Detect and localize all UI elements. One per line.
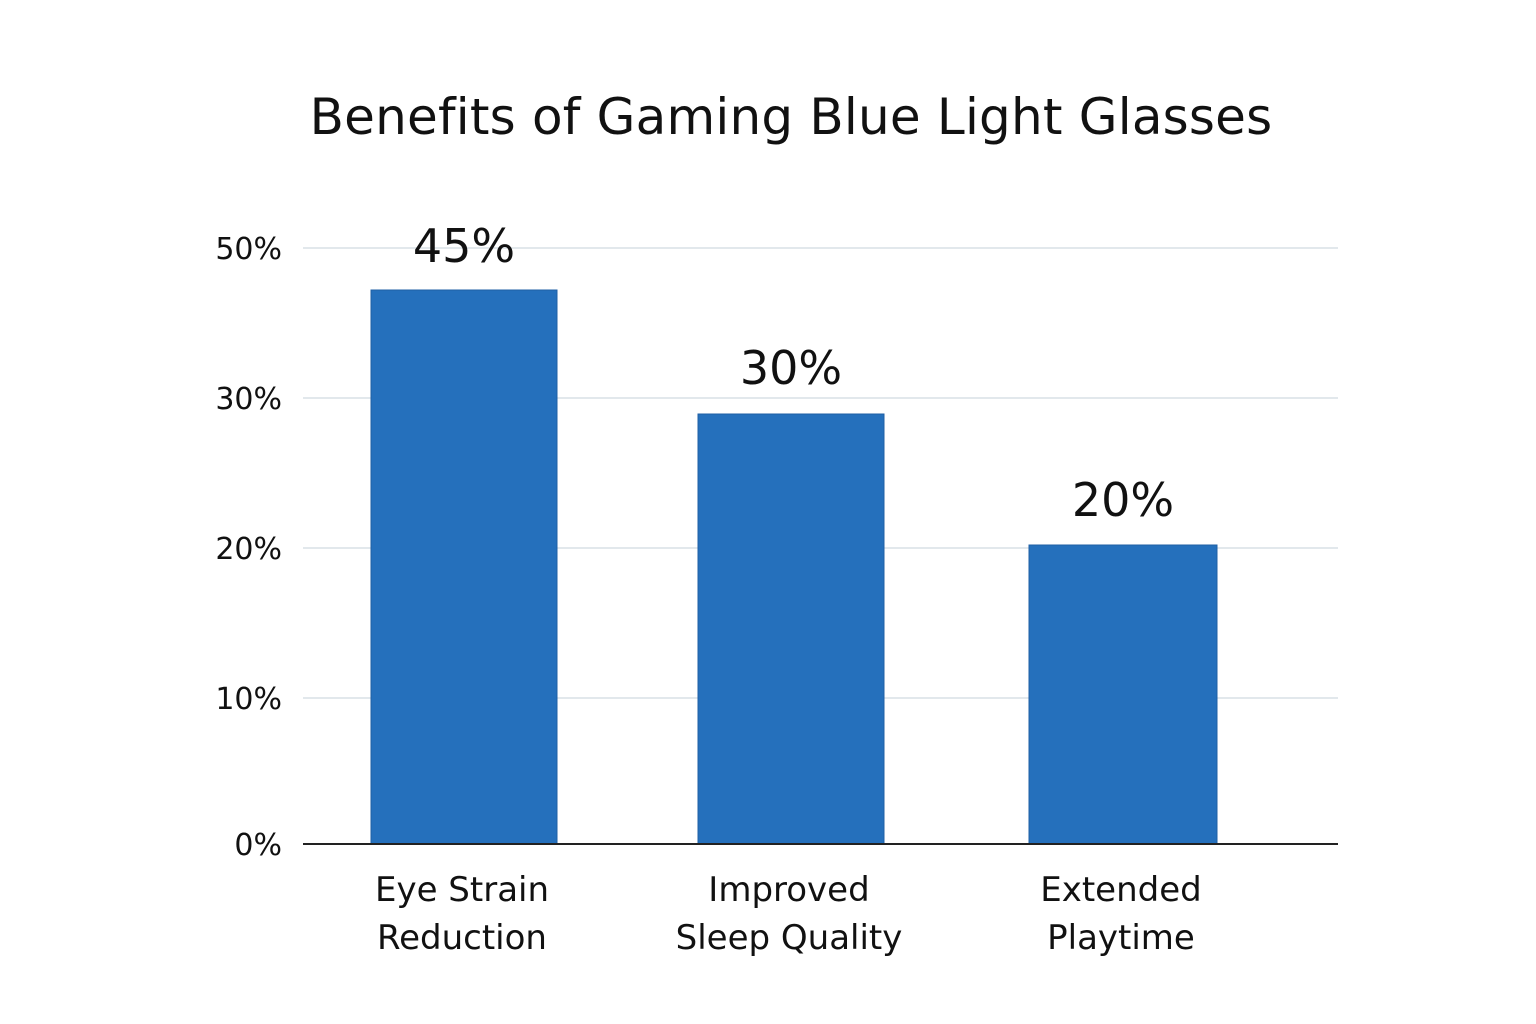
chart-title: Benefits of Gaming Blue Light Glasses: [309, 88, 1273, 146]
category-label: Improved: [708, 870, 869, 910]
y-tick-label: 0%: [234, 828, 282, 863]
category-label: Playtime: [1047, 918, 1195, 958]
y-tick-label: 50%: [215, 232, 282, 267]
bar-value-label: 45%: [413, 219, 515, 273]
y-axis-ticks: 0% 10% 20% 30% 50%: [215, 232, 282, 863]
category-label: Extended: [1040, 870, 1201, 910]
data-labels: 45% 30% 20%: [413, 219, 1174, 527]
category-label: Eye Strain: [375, 870, 549, 910]
category-label: Sleep Quality: [676, 918, 903, 958]
bar-value-label: 30%: [740, 341, 842, 395]
y-tick-label: 20%: [215, 532, 282, 567]
y-tick-label: 10%: [215, 682, 282, 717]
category-label: Reduction: [377, 918, 547, 958]
bars: [370, 289, 1218, 845]
bar: [1028, 544, 1218, 845]
bar: [370, 289, 558, 845]
bar-value-label: 20%: [1072, 473, 1174, 527]
y-tick-label: 30%: [215, 382, 282, 417]
category-labels: Eye Strain Reduction Improved Sleep Quality…: [375, 870, 1202, 958]
bar: [697, 413, 885, 845]
